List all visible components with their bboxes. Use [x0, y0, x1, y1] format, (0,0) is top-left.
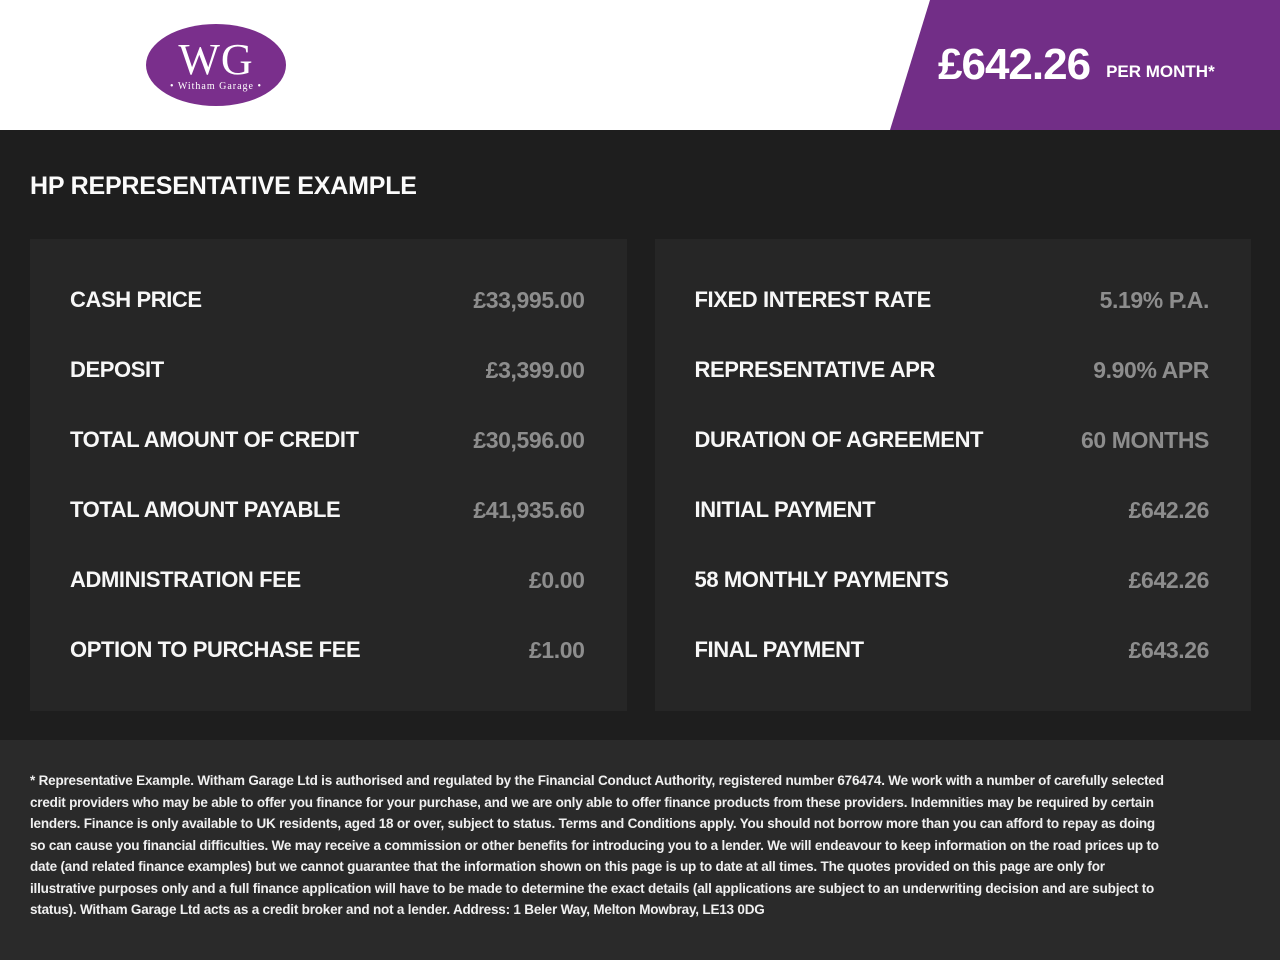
finance-row-label: CASH PRICE: [70, 287, 202, 312]
finance-row-value: £642.26: [1128, 566, 1210, 593]
finance-row: OPTION TO PURCHASE FEE £1.00: [70, 615, 585, 685]
finance-row-value: 5.19% P.A.: [1099, 286, 1210, 313]
finance-row: REPRESENTATIVE APR 9.90% APR: [695, 335, 1210, 405]
page-title: HP REPRESENTATIVE EXAMPLE: [30, 172, 417, 200]
finance-row: CASH PRICE £33,995.00: [70, 265, 585, 335]
finance-row: INITIAL PAYMENT £642.26: [695, 475, 1210, 545]
finance-panel-right: FIXED INTEREST RATE 5.19% P.A. REPRESENT…: [654, 239, 1251, 711]
finance-example-section: HP REPRESENTATIVE EXAMPLE CASH PRICE £33…: [0, 130, 1280, 740]
finance-row-label: REPRESENTATIVE APR: [694, 357, 936, 382]
finance-row-label: DEPOSIT: [70, 357, 164, 382]
finance-row: DURATION OF AGREEMENT 60 MONTHS: [695, 405, 1210, 475]
finance-row: DEPOSIT £3,399.00: [70, 335, 585, 405]
finance-row-label: INITIAL PAYMENT: [694, 497, 876, 522]
finance-row: FINAL PAYMENT £643.26: [695, 615, 1210, 685]
finance-row: TOTAL AMOUNT OF CREDIT £30,596.00: [70, 405, 585, 475]
monthly-price-value: £642.26: [938, 40, 1091, 89]
finance-row: FIXED INTEREST RATE 5.19% P.A.: [695, 265, 1210, 335]
monthly-price-suffix: PER MONTH*: [1106, 62, 1215, 81]
finance-row-label: ADMINISTRATION FEE: [70, 567, 301, 592]
finance-row-value: 9.90% APR: [1093, 356, 1209, 383]
finance-row-value: £30,596.00: [473, 426, 585, 453]
finance-row-value: £1.00: [528, 636, 585, 663]
finance-row-value: £3,399.00: [485, 356, 585, 383]
finance-row-value: £642.26: [1128, 496, 1210, 523]
finance-row-label: DURATION OF AGREEMENT: [694, 427, 984, 452]
finance-row-label: 58 MONTHLY PAYMENTS: [694, 567, 949, 592]
header-bar: WG • Witham Garage • £642.26 PER MONTH*: [0, 0, 1280, 130]
finance-row-label: FINAL PAYMENT: [694, 637, 865, 662]
logo-name: • Witham Garage •: [170, 81, 262, 92]
monthly-price-banner: £642.26 PER MONTH*: [890, 0, 1280, 130]
footer-disclaimer-section: * Representative Example. Witham Garage …: [0, 740, 1280, 960]
finance-row-value: £41,935.60: [473, 496, 585, 523]
finance-row-value: £0.00: [528, 566, 585, 593]
finance-row-value: 60 MONTHS: [1080, 426, 1209, 453]
witham-garage-logo: WG • Witham Garage •: [146, 24, 286, 106]
finance-row-label: OPTION TO PURCHASE FEE: [70, 637, 361, 662]
logo-initials: WG: [178, 35, 254, 84]
finance-panels: CASH PRICE £33,995.00 DEPOSIT £3,399.00 …: [30, 239, 1251, 711]
finance-row: TOTAL AMOUNT PAYABLE £41,935.60: [70, 475, 585, 545]
finance-row: 58 MONTHLY PAYMENTS £642.26: [695, 545, 1210, 615]
finance-panel-left: CASH PRICE £33,995.00 DEPOSIT £3,399.00 …: [30, 239, 627, 711]
finance-row-label: FIXED INTEREST RATE: [694, 287, 932, 312]
finance-row: ADMINISTRATION FEE £0.00: [70, 545, 585, 615]
finance-row-value: £643.26: [1128, 636, 1210, 663]
finance-row-label: TOTAL AMOUNT PAYABLE: [70, 497, 341, 522]
finance-row-label: TOTAL AMOUNT OF CREDIT: [70, 427, 359, 452]
disclaimer-text: * Representative Example. Witham Garage …: [30, 773, 1164, 917]
finance-row-value: £33,995.00: [473, 286, 585, 313]
